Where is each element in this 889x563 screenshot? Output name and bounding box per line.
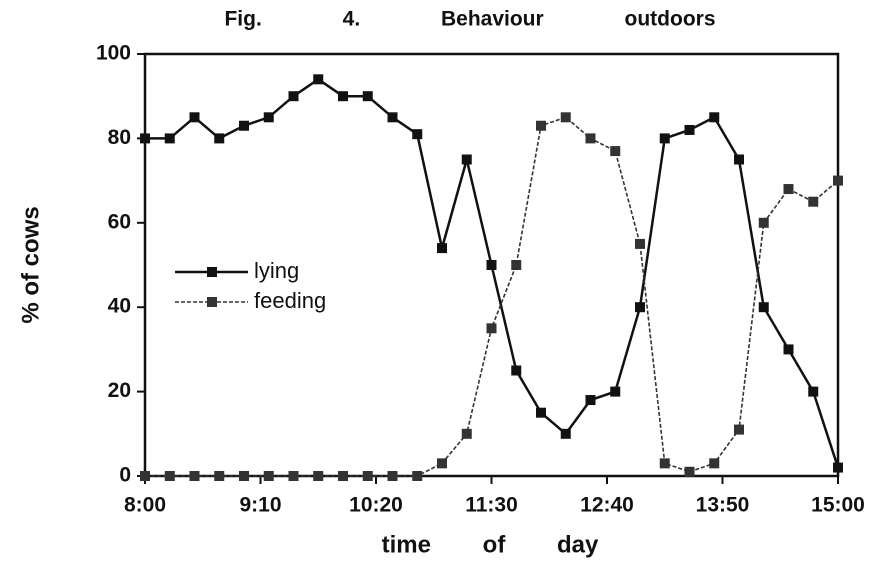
marker xyxy=(486,323,497,334)
y-tick-label: 0 xyxy=(119,464,131,487)
marker xyxy=(610,146,621,157)
marker xyxy=(140,471,150,481)
legend-label: lying xyxy=(254,258,299,283)
marker xyxy=(783,344,794,355)
marker xyxy=(412,129,423,140)
marker xyxy=(164,133,175,144)
legend-marker xyxy=(207,297,217,307)
chart-title: Fig. 4. Behaviour outdoors xyxy=(224,8,715,31)
marker xyxy=(709,112,720,123)
marker xyxy=(833,175,843,186)
marker xyxy=(288,91,299,102)
marker xyxy=(338,91,348,102)
series-line xyxy=(145,116,839,477)
marker xyxy=(783,184,794,195)
marker xyxy=(437,243,447,254)
marker xyxy=(140,133,150,144)
series-line xyxy=(145,77,840,468)
y-tick-label: 80 xyxy=(108,126,131,149)
marker xyxy=(659,458,670,469)
marker xyxy=(288,471,299,481)
marker xyxy=(709,458,720,469)
y-tick-label: 100 xyxy=(96,42,131,65)
marker xyxy=(635,238,645,249)
marker xyxy=(362,91,373,102)
x-tick-label: 11:30 xyxy=(465,494,518,517)
marker xyxy=(189,471,200,481)
marker xyxy=(659,133,670,144)
marker xyxy=(560,428,571,439)
marker xyxy=(560,112,571,123)
marker xyxy=(635,302,645,313)
y-tick-label: 60 xyxy=(108,210,131,233)
x-tick-label: 9:10 xyxy=(239,494,281,517)
marker xyxy=(461,154,472,165)
marker xyxy=(189,112,200,123)
marker xyxy=(263,112,274,123)
marker xyxy=(808,196,819,207)
marker xyxy=(164,471,175,481)
marker xyxy=(808,386,819,397)
marker xyxy=(263,471,274,481)
marker xyxy=(536,120,546,131)
marker xyxy=(511,365,522,376)
marker xyxy=(338,471,348,481)
marker xyxy=(486,260,497,270)
x-axis-label: time of day xyxy=(382,531,599,558)
x-tick-label: 15:00 xyxy=(811,494,865,517)
y-axis-label: % of cows xyxy=(17,206,44,323)
marker xyxy=(437,458,447,469)
legend-label: feeding xyxy=(254,288,326,313)
y-tick-label: 40 xyxy=(108,295,131,318)
marker xyxy=(684,466,695,477)
x-tick-label: 8:00 xyxy=(124,494,166,517)
marker xyxy=(461,428,472,439)
marker xyxy=(758,217,769,228)
marker xyxy=(313,74,324,85)
marker xyxy=(536,407,546,418)
x-tick-label: 12:40 xyxy=(580,494,634,517)
x-tick-label: 10:20 xyxy=(349,494,403,517)
marker xyxy=(833,462,843,473)
marker xyxy=(239,471,249,481)
marker xyxy=(214,471,225,481)
marker xyxy=(734,424,744,435)
marker xyxy=(387,471,398,481)
marker xyxy=(585,133,596,144)
marker xyxy=(610,386,621,397)
y-tick-label: 20 xyxy=(108,379,131,402)
x-tick-label: 13:50 xyxy=(696,494,750,517)
marker xyxy=(239,120,249,131)
marker xyxy=(362,471,373,481)
marker xyxy=(684,124,695,135)
marker xyxy=(313,471,324,481)
marker xyxy=(585,395,596,406)
marker xyxy=(387,112,398,123)
marker xyxy=(214,133,225,144)
legend-marker xyxy=(207,267,217,277)
marker xyxy=(511,260,522,270)
marker xyxy=(412,471,423,481)
marker xyxy=(734,154,744,165)
marker xyxy=(758,302,769,313)
